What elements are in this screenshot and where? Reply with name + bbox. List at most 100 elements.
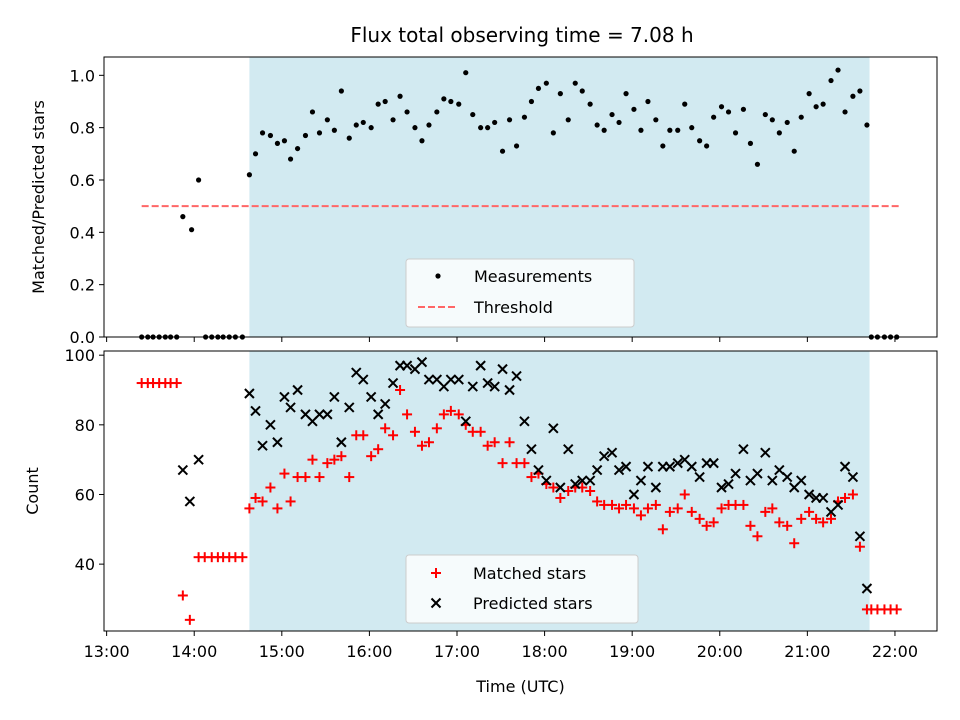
measurement-point: [732, 130, 739, 136]
matched-point: [628, 503, 639, 514]
matched-point: [300, 472, 311, 483]
matched-point: [657, 524, 668, 535]
legend-matched-marker: [431, 568, 441, 578]
x-tick-label: 21:00: [784, 642, 830, 661]
matched-point: [826, 513, 837, 524]
x-axis-label: Time (UTC): [475, 677, 564, 696]
matched-point: [854, 541, 865, 552]
measurement-point: [513, 143, 520, 149]
predicted-point: [533, 464, 544, 476]
matched-point: [177, 590, 188, 601]
measurement-point: [246, 172, 253, 178]
matched-point: [519, 458, 530, 469]
predicted-point: [686, 461, 697, 472]
predicted-point: [329, 391, 340, 403]
measurement-point: [682, 101, 688, 107]
predicted-point: [716, 482, 727, 493]
measurement-point: [828, 77, 834, 84]
predicted-point: [257, 440, 268, 451]
matched-point: [745, 520, 756, 531]
predicted-point: [664, 461, 676, 472]
measurement-point: [180, 214, 186, 220]
predicted-point: [244, 388, 255, 399]
measurement-point: [309, 109, 316, 115]
measurement-point: [456, 101, 462, 107]
measurement-point: [338, 88, 344, 94]
matched-point: [708, 517, 719, 528]
measurement-point: [368, 125, 374, 131]
matched-point: [840, 492, 851, 503]
matched-point: [314, 472, 325, 483]
matched-point: [585, 486, 596, 496]
matched-point: [438, 409, 449, 420]
predicted-point: [482, 377, 493, 389]
bottom-x-ticks: 13:00 14:00 15:00 16:00 17:00 18:00 19:00 20:00…: [84, 631, 918, 661]
matched-point: [322, 458, 333, 469]
legend-predicted-marker: [430, 597, 442, 609]
y-tick-label: 0.2: [70, 276, 95, 295]
predicted-point: [738, 444, 749, 455]
measurement-point: [565, 117, 571, 123]
measurement-point: [762, 111, 768, 118]
measurement-point: [718, 104, 725, 110]
measurement-point: [587, 101, 593, 107]
measurement-point: [259, 130, 266, 136]
legend-predicted-label: Predicted stars: [473, 594, 593, 613]
predicted-point: [344, 402, 355, 413]
measurement-point: [252, 151, 259, 157]
measurement-point: [850, 93, 856, 99]
measurement-point: [697, 138, 703, 144]
predicted-point: [379, 398, 391, 410]
measurements-series: [139, 67, 900, 340]
predicted-point: [752, 468, 763, 479]
predicted-point: [782, 471, 793, 483]
predicted-point: [526, 444, 537, 455]
predicted-point: [314, 409, 325, 420]
matched-point: [279, 468, 290, 479]
predicted-point: [387, 377, 399, 389]
predicted-point: [416, 356, 428, 368]
x-tick-label: 17:00: [434, 642, 480, 661]
matched-point: [621, 499, 632, 510]
x-tick-label: 15:00: [259, 642, 305, 661]
measurement-point: [485, 125, 491, 131]
top-panel: 0.0 0.2 0.4 0.6 0.8 1.0 Matched/Predicted sta…: [29, 56, 938, 347]
y-tick-label: 0.0: [70, 328, 95, 347]
x-tick-label: 18:00: [522, 642, 568, 661]
measurement-point: [353, 122, 359, 128]
measurement-point: [390, 117, 396, 123]
measurement-point: [267, 132, 274, 139]
predicted-point: [577, 475, 588, 486]
predicted-point: [358, 374, 369, 385]
matched-point: [453, 409, 464, 420]
predicted-point: [672, 457, 683, 469]
measurement-point: [470, 111, 476, 118]
measurement-point: [324, 117, 330, 123]
measurement-point: [675, 127, 681, 133]
x-tick-label: 22:00: [872, 642, 918, 661]
measurement-point: [725, 109, 732, 115]
measurement-point: [521, 114, 528, 120]
matched-point: [716, 503, 727, 514]
predicted-point: [184, 496, 196, 507]
matched-stars-series: [136, 378, 902, 625]
measurement-point: [382, 98, 388, 105]
matched-point: [244, 503, 255, 514]
predicted-point: [613, 464, 625, 476]
matched-point: [409, 426, 420, 437]
measurement-point: [375, 101, 381, 107]
measurement-point: [188, 227, 195, 233]
predicted-point: [839, 461, 851, 472]
predicted-point: [193, 454, 204, 465]
matched-point: [760, 506, 771, 517]
measurement-point: [667, 127, 673, 133]
measurement-point: [864, 122, 870, 128]
predicted-point: [475, 360, 486, 371]
matched-point: [548, 482, 559, 493]
measurement-point: [704, 143, 710, 149]
measurement-point: [711, 114, 717, 120]
predicted-point: [563, 444, 574, 455]
predicted-point: [460, 416, 471, 427]
matched-point: [789, 538, 800, 549]
measurement-point: [434, 109, 440, 115]
